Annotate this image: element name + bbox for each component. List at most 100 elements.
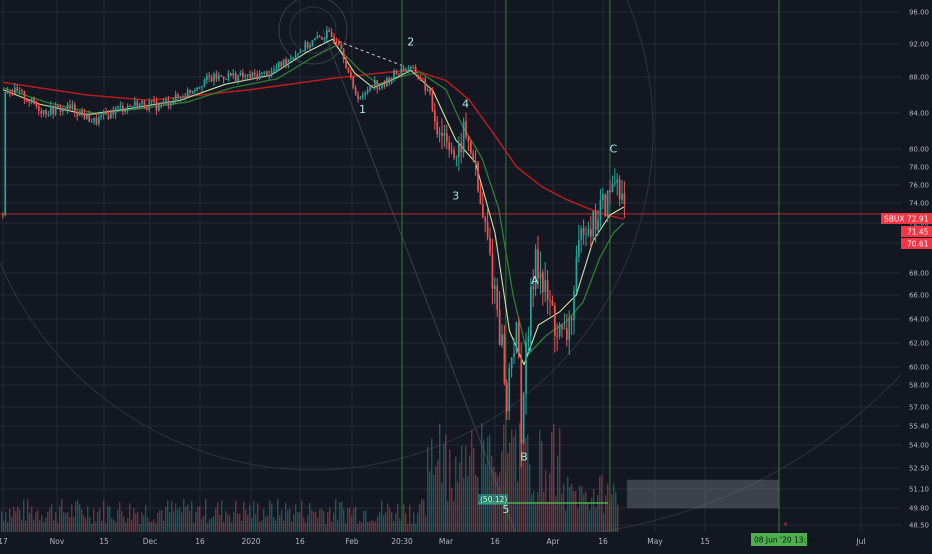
volume-bar — [307, 514, 309, 532]
volume-bar — [617, 504, 619, 532]
candle-body — [479, 190, 482, 204]
candle-body — [347, 68, 350, 73]
candle-body — [278, 61, 280, 68]
candle-body — [220, 75, 223, 77]
volume-bar — [3, 520, 5, 532]
candle-body — [522, 393, 525, 444]
candle-body — [338, 42, 340, 45]
candle-body — [462, 121, 465, 153]
price-axis[interactable]: 96.00 92.00 88.00 84.00 80.00 78.00 76.00 74.00… — [881, 0, 932, 532]
volume-bar — [191, 501, 193, 532]
volume-bar — [349, 507, 351, 532]
volume-bar — [361, 522, 363, 532]
candle-body — [470, 141, 472, 154]
candle-body — [50, 105, 52, 115]
volume-bar — [107, 505, 109, 532]
candle-body — [431, 93, 434, 111]
volume-bar — [437, 460, 439, 532]
volume-bar — [457, 481, 459, 532]
volume-bar — [301, 500, 303, 532]
volume-bar — [229, 515, 231, 532]
volume-bar — [345, 523, 347, 532]
candle-body — [290, 58, 292, 60]
volume-bar — [15, 511, 17, 532]
candle-body — [402, 68, 405, 72]
candle-body — [280, 61, 283, 67]
candle-body — [318, 35, 321, 38]
volume-bar — [113, 519, 115, 532]
candle-body — [472, 153, 475, 161]
candle-body — [42, 110, 45, 114]
volume-bar — [313, 511, 315, 532]
candle-body — [525, 341, 527, 394]
x-tick-label: 15 — [99, 537, 109, 546]
candle-body — [86, 113, 88, 119]
candle-body — [354, 87, 357, 95]
volume-bar — [411, 523, 413, 532]
volume-bar — [203, 515, 205, 532]
volume-bar — [613, 483, 615, 532]
volume-bar — [297, 512, 299, 532]
volume-bar — [475, 474, 477, 532]
candle-body — [244, 75, 247, 77]
candle-body — [369, 84, 371, 91]
volume-bar — [19, 509, 21, 532]
candle-body — [81, 111, 83, 114]
price-tag-3: 70.61 — [901, 238, 932, 249]
candle-body — [78, 111, 81, 117]
volume-bar — [439, 423, 441, 532]
x-tick-label: 17 — [0, 537, 8, 546]
volume-bar — [275, 520, 277, 532]
volume-bar — [611, 494, 613, 532]
x-tick-label: 2020 — [241, 537, 260, 546]
volume-bar — [127, 518, 129, 532]
candle-body — [114, 107, 117, 115]
candle-body — [376, 80, 379, 89]
volume-bar — [283, 520, 285, 532]
volume-bar — [171, 500, 173, 532]
y-tick-label: 64.00 — [909, 316, 929, 324]
volume-bar — [247, 515, 249, 532]
candle-body — [294, 54, 297, 59]
volume-bar — [417, 512, 419, 532]
volume-bar — [429, 471, 431, 532]
candle-body — [573, 291, 575, 321]
volume-bar — [37, 509, 39, 532]
volume-bar — [241, 520, 243, 532]
candle-body — [213, 73, 215, 82]
candle-body — [234, 73, 237, 81]
candle-body — [534, 249, 537, 290]
price-tag-2-text: 71.45 — [907, 228, 929, 237]
volume-bar — [565, 510, 567, 532]
candle-body — [393, 70, 395, 79]
volume-bar — [605, 495, 607, 532]
volume-bar — [507, 453, 509, 532]
candle-body — [350, 72, 352, 78]
volume-bar — [101, 520, 103, 532]
volume-bar — [265, 516, 267, 532]
y-tick-label: 88.00 — [909, 74, 929, 82]
vertical-markers: × — [401, 0, 788, 532]
volume-bar — [111, 518, 113, 532]
volume-bar — [593, 489, 595, 532]
volume-bar — [389, 508, 391, 532]
volume-bar — [477, 477, 479, 532]
volume-bar — [379, 512, 381, 532]
volume-bar — [287, 510, 289, 532]
volume-bar — [591, 497, 593, 532]
volume-bar — [179, 507, 181, 532]
volume-bar — [73, 516, 75, 532]
candle-body — [59, 106, 62, 112]
candle-body — [330, 31, 333, 37]
candle-body — [563, 328, 566, 330]
candle-body — [18, 90, 21, 92]
time-axis[interactable]: 17 Nov 15 Dec 16 2020 16 Feb 20:30 Mar 16 Apr 16 May 1… — [0, 532, 932, 550]
candle-body — [256, 74, 259, 80]
volume-bar — [559, 428, 561, 532]
candle-body — [198, 87, 201, 89]
candle-body — [186, 89, 189, 98]
volume-bar — [153, 519, 155, 532]
volume-bar — [455, 456, 457, 532]
